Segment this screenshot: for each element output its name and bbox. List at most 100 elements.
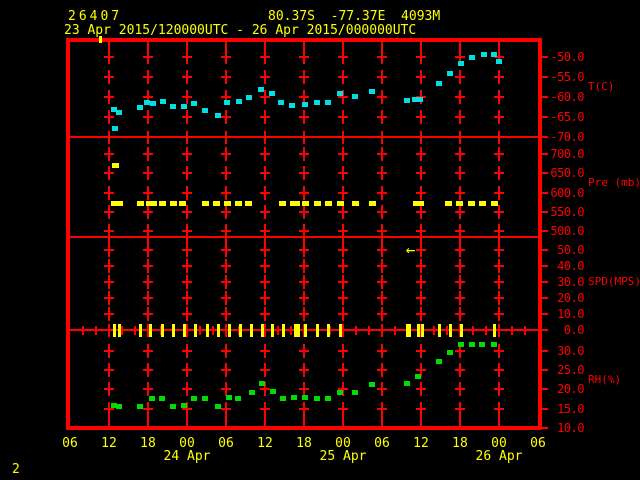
grid-tick <box>104 243 114 257</box>
grid-tick <box>377 275 387 289</box>
time-axis-hour-label: 12 <box>101 436 117 451</box>
temperature-point <box>136 104 143 110</box>
grid-tick <box>221 344 231 358</box>
grid-tick <box>377 185 387 200</box>
grid-tick <box>338 204 348 219</box>
grid-tick <box>260 344 270 358</box>
pressure-point <box>202 200 210 206</box>
pressure-point <box>235 200 243 206</box>
grid-tick <box>143 243 153 257</box>
relative_humidity-point <box>269 388 276 394</box>
grid-tick <box>260 166 270 181</box>
grid-tick <box>260 204 270 219</box>
relative_humidity-point <box>115 403 122 409</box>
grid-tick <box>416 147 426 161</box>
pressure-point <box>412 200 420 206</box>
page-number: 2 <box>12 462 20 477</box>
spd-axis-label: 10.0 <box>557 307 584 321</box>
wind-staff <box>194 324 198 337</box>
grid-tick <box>377 401 387 416</box>
grid-tick <box>182 69 192 84</box>
grid-tick <box>182 382 192 397</box>
grid-tick <box>143 259 153 273</box>
grid-tick <box>377 147 387 161</box>
grid-tick <box>338 291 348 305</box>
spd-axis-label: 40.0 <box>557 259 584 273</box>
grid-tick <box>104 204 114 219</box>
grid-tick <box>221 275 231 289</box>
grid-tick <box>221 307 231 321</box>
grid-tick <box>377 307 387 321</box>
grid-tick <box>104 275 114 289</box>
wind-staff <box>460 324 464 337</box>
grid-tick <box>182 363 192 378</box>
grid-tick <box>182 185 192 200</box>
grid-tick <box>221 259 231 273</box>
rh-axis-label: 10.0 <box>557 420 584 435</box>
temp-axis-label: -55.0 <box>550 69 584 84</box>
pressure-point <box>224 200 232 206</box>
time-axis-hour-label: 18 <box>140 436 156 451</box>
wind-staff <box>227 324 231 337</box>
minor-time-tick <box>134 326 136 335</box>
grid-column-stub <box>342 415 344 426</box>
grid-tick <box>221 204 231 219</box>
grid-tick <box>104 344 114 358</box>
wind-staff <box>304 324 308 337</box>
grid-column-stub <box>303 42 305 53</box>
grid-tick <box>494 224 504 238</box>
minor-time-tick <box>160 326 162 335</box>
rh-axis-label: 25.0 <box>557 363 584 378</box>
grid-tick <box>299 185 309 200</box>
grid-tick <box>377 89 387 104</box>
grid-tick <box>260 259 270 273</box>
grid-tick <box>416 166 426 181</box>
grid-tick <box>416 49 426 64</box>
grid-column-stub <box>381 415 383 426</box>
grid-tick <box>494 166 504 181</box>
axis-tick <box>540 191 548 194</box>
grid-tick <box>182 49 192 64</box>
grid-tick <box>455 382 465 397</box>
minor-time-tick <box>368 326 370 335</box>
temperature-point <box>278 100 285 106</box>
relative_humidity-point <box>325 395 332 401</box>
grid-column-stub <box>303 415 305 426</box>
grid-tick <box>299 363 309 378</box>
grid-tick <box>104 49 114 64</box>
grid-tick <box>182 166 192 181</box>
grid-column-stub <box>225 131 227 144</box>
temperature-point <box>190 100 197 106</box>
relative_humidity-point <box>491 342 498 348</box>
grid-column-stub <box>147 415 149 426</box>
pressure-point <box>479 200 487 206</box>
wind-direction-arrow: ← <box>405 240 416 259</box>
grid-tick <box>338 49 348 64</box>
grid-tick <box>143 382 153 397</box>
axis-tick <box>540 407 548 410</box>
minor-time-tick <box>446 326 448 335</box>
grid-column-stub <box>342 324 344 337</box>
grid-tick <box>416 109 426 124</box>
relative_humidity-point <box>202 395 209 401</box>
grid-tick <box>455 49 465 64</box>
temperature-point <box>143 100 150 106</box>
grid-tick <box>494 69 504 84</box>
pressure-point <box>245 200 253 206</box>
grid-tick <box>182 109 192 124</box>
grid-tick <box>377 49 387 64</box>
grid-tick <box>260 382 270 397</box>
temperature-point <box>224 100 231 106</box>
temperature-point <box>325 100 332 106</box>
pressure-point <box>179 200 187 206</box>
temperature-point <box>180 104 187 110</box>
grid-column-stub <box>303 131 305 144</box>
grid-tick <box>455 224 465 238</box>
temperature-point <box>246 94 253 100</box>
grid-column-stub <box>459 324 461 337</box>
grid-tick <box>221 49 231 64</box>
grid-tick <box>377 224 387 238</box>
grid-tick <box>455 291 465 305</box>
grid-tick <box>221 363 231 378</box>
spd-axis-label: 50.0 <box>557 243 584 257</box>
